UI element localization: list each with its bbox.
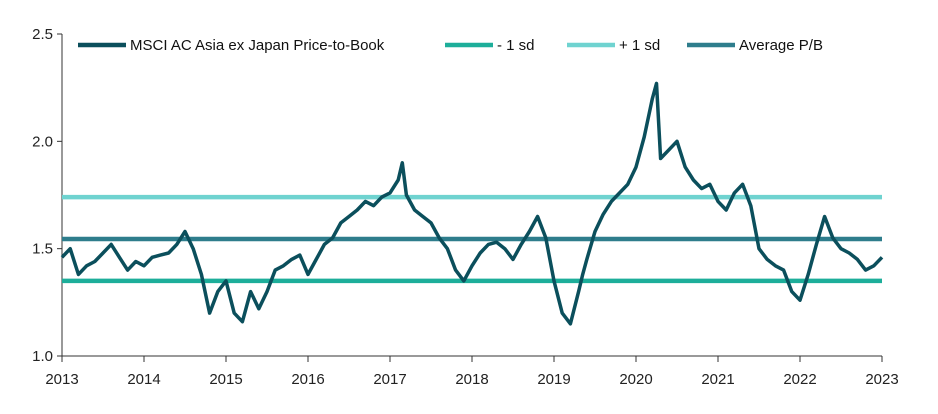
x-tick-label: 2013	[45, 371, 78, 388]
tick-labels: 1.0 1.5 2.0 2.5 2013 2014 2015 2016 2017 2018 2019…	[32, 26, 899, 388]
x-tick-label: 2021	[701, 371, 734, 388]
x-tick-label: 2022	[783, 371, 816, 388]
legend-label-1: - 1 sd	[497, 37, 535, 54]
x-tick-label: 2019	[537, 371, 570, 388]
x-tick-label: 2014	[127, 371, 160, 388]
series-line-0	[60, 81, 884, 326]
y-tick-label: 2.5	[32, 26, 53, 43]
y-tick-label: 1.0	[32, 348, 53, 365]
x-tick-label: 2015	[209, 371, 242, 388]
legend-label-0: MSCI AC Asia ex Japan Price-to-Book	[130, 37, 385, 54]
legend: MSCI AC Asia ex Japan Price-to-Book - 1 s…	[78, 37, 823, 54]
x-tick-label: 2016	[291, 371, 324, 388]
x-tick-label: 2020	[619, 371, 652, 388]
x-tick-label: 2023	[865, 371, 898, 388]
y-tick-label: 2.0	[32, 133, 53, 150]
x-tick-label: 2018	[455, 371, 488, 388]
legend-label-2: + 1 sd	[619, 37, 660, 54]
legend-label-3: Average P/B	[739, 37, 823, 54]
x-tick-label: 2017	[373, 371, 406, 388]
series-layer	[60, 81, 884, 326]
y-tick-label: 1.5	[32, 241, 53, 258]
